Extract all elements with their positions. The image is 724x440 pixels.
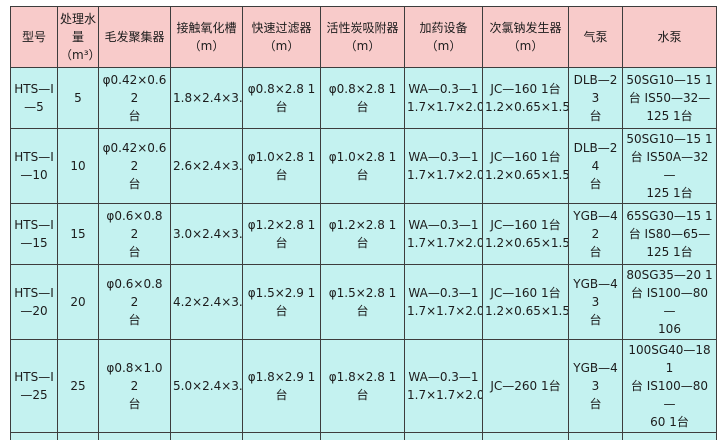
column-header-model: 型号 xyxy=(10,6,58,68)
table-cell: JC—260 1台 xyxy=(482,432,569,440)
table-cell: WA—0.3—1 1.7×1.7×2.0 xyxy=(404,67,483,129)
table-cell: 65SG30—15 1 台 IS80—65— 125 1台 xyxy=(622,203,717,265)
table-cell: WA—0.3—1 1.7×1.7×2.0 xyxy=(404,128,483,204)
table-cell: φ2.0×3.0 1台 xyxy=(242,432,321,440)
table-cell: 4.2×2.4×3.4 xyxy=(170,264,243,340)
column-header-dosing-device: 加药设备 （m） xyxy=(404,6,483,68)
table-cell: WA—0.3—1 1.7×1.7×2.0 xyxy=(404,339,483,433)
table-cell: YGB—4 3 台 xyxy=(568,339,623,433)
table-cell: WA—0.3—1 1.7×1.7×2.0 xyxy=(404,264,483,340)
table-cell: φ1.2×2.8 1台 xyxy=(320,203,405,265)
table-cell: 100SG40—18 1 台 IS100—80— 60 1台 xyxy=(622,339,717,433)
column-header-air-pump: 气泵 xyxy=(568,6,623,68)
table-cell: 50SG10—15 1 台 IS50—32— 125 1台 xyxy=(622,67,717,129)
table-cell: 50SG10—15 1 台 IS50A—32— 125 1台 xyxy=(622,128,717,204)
table-cell: 6.0×2.4×3.0 xyxy=(170,432,243,440)
table-cell: 2.6×2.4×3.4 xyxy=(170,128,243,204)
table-cell: 20 xyxy=(57,264,99,340)
table-cell: JC—160 1台 1.2×0.65×1.5 xyxy=(482,264,569,340)
table-cell: YGB—4 2 台 xyxy=(568,203,623,265)
column-header-hypochlorite-generator: 次氯钠发生器 （m） xyxy=(482,6,569,68)
table-cell: YGB—4 4 台 xyxy=(568,432,623,440)
table-cell: DLB—2 4 台 xyxy=(568,128,623,204)
table-cell: 5.0×2.4×3.0 xyxy=(170,339,243,433)
table-cell: HTS—I —5 xyxy=(10,67,58,129)
table-cell: DLB—2 3 台 xyxy=(568,67,623,129)
table-cell: WA—0.5—1 1台 xyxy=(404,432,483,440)
table-cell: 25 xyxy=(57,339,99,433)
table-cell: φ1.5×2.8 1台 xyxy=(320,264,405,340)
table-cell: WA—0.3—1 1.7×1.7×2.0 xyxy=(404,203,483,265)
table-cell: φ0.8×1.0 2 台 xyxy=(98,432,171,440)
table-cell: φ0.8×2.8 1台 xyxy=(320,67,405,129)
table-cell: φ1.0×2.8 1台 xyxy=(320,128,405,204)
table-cell: 10 xyxy=(57,128,99,204)
table-cell: φ0.42×0.6 2 台 xyxy=(98,67,171,129)
header-row: 型号 处理水 量 （m³） 毛发聚集器 接触氧化槽 （m） 快速过滤器 （m） … xyxy=(10,6,717,68)
table-cell: φ1.5×2.9 1台 xyxy=(242,264,321,340)
table-cell: 15 xyxy=(57,203,99,265)
table-cell: JC—160 1台 1.2×0.65×1.5 xyxy=(482,203,569,265)
table-cell: HTS—I —30 xyxy=(10,432,58,440)
table-cell: 3.0×2.4×3.4 xyxy=(170,203,243,265)
column-header-contact-oxidation-tank: 接触氧化槽 （m） xyxy=(170,6,243,68)
column-header-capacity: 处理水 量 （m³） xyxy=(57,6,99,68)
table-cell: HTS—I —20 xyxy=(10,264,58,340)
table-cell: 1.8×2.4×3.4 xyxy=(170,67,243,129)
table-cell: φ0.8×1.0 2 台 xyxy=(98,339,171,433)
table-cell: φ0.6×0.8 2 台 xyxy=(98,264,171,340)
column-header-hair-collector: 毛发聚集器 xyxy=(98,6,171,68)
table-cell: φ1.8×2.9 1台 xyxy=(242,339,321,433)
equipment-spec-table: 型号 处理水 量 （m³） 毛发聚集器 接触氧化槽 （m） 快速过滤器 （m） … xyxy=(10,6,717,440)
table-cell: HTS—I —15 xyxy=(10,203,58,265)
table-cell: 30 xyxy=(57,432,99,440)
table-cell: φ1.8×2.8 1台 xyxy=(320,339,405,433)
column-header-rapid-filter: 快速过滤器 （m） xyxy=(242,6,321,68)
table-row: HTS—I —3030φ0.8×1.0 2 台6.0×2.4×3.0φ2.0×3… xyxy=(10,432,717,440)
table-cell: 5 xyxy=(57,67,99,129)
table-cell: 80SG50—30 1 台 IS150—125 —250A 1台 xyxy=(622,432,717,440)
table-cell: HTS—I —10 xyxy=(10,128,58,204)
table-cell: YGB—4 3 台 xyxy=(568,264,623,340)
table-cell: JC—260 1台 xyxy=(482,339,569,433)
table-cell: 80SG35—20 1 台 IS100—80— 106 xyxy=(622,264,717,340)
table-cell: φ2.0×2.8 1台 xyxy=(320,432,405,440)
table-cell: JC—160 1台 1.2×0.65×1.5 xyxy=(482,67,569,129)
column-header-activated-carbon-adsorber: 活性炭吸附器 （m） xyxy=(320,6,405,68)
table-cell: JC—160 1台 1.2×0.65×1.5 xyxy=(482,128,569,204)
table-cell: φ0.42×0.6 2 台 xyxy=(98,128,171,204)
table-cell: HTS—I —25 xyxy=(10,339,58,433)
column-header-water-pump: 水泵 xyxy=(622,6,717,68)
table-cell: φ0.8×2.8 1台 xyxy=(242,67,321,129)
table-cell: φ1.2×2.8 1台 xyxy=(242,203,321,265)
table-cell: φ1.0×2.8 1台 xyxy=(242,128,321,204)
table-cell: φ0.6×0.8 2 台 xyxy=(98,203,171,265)
